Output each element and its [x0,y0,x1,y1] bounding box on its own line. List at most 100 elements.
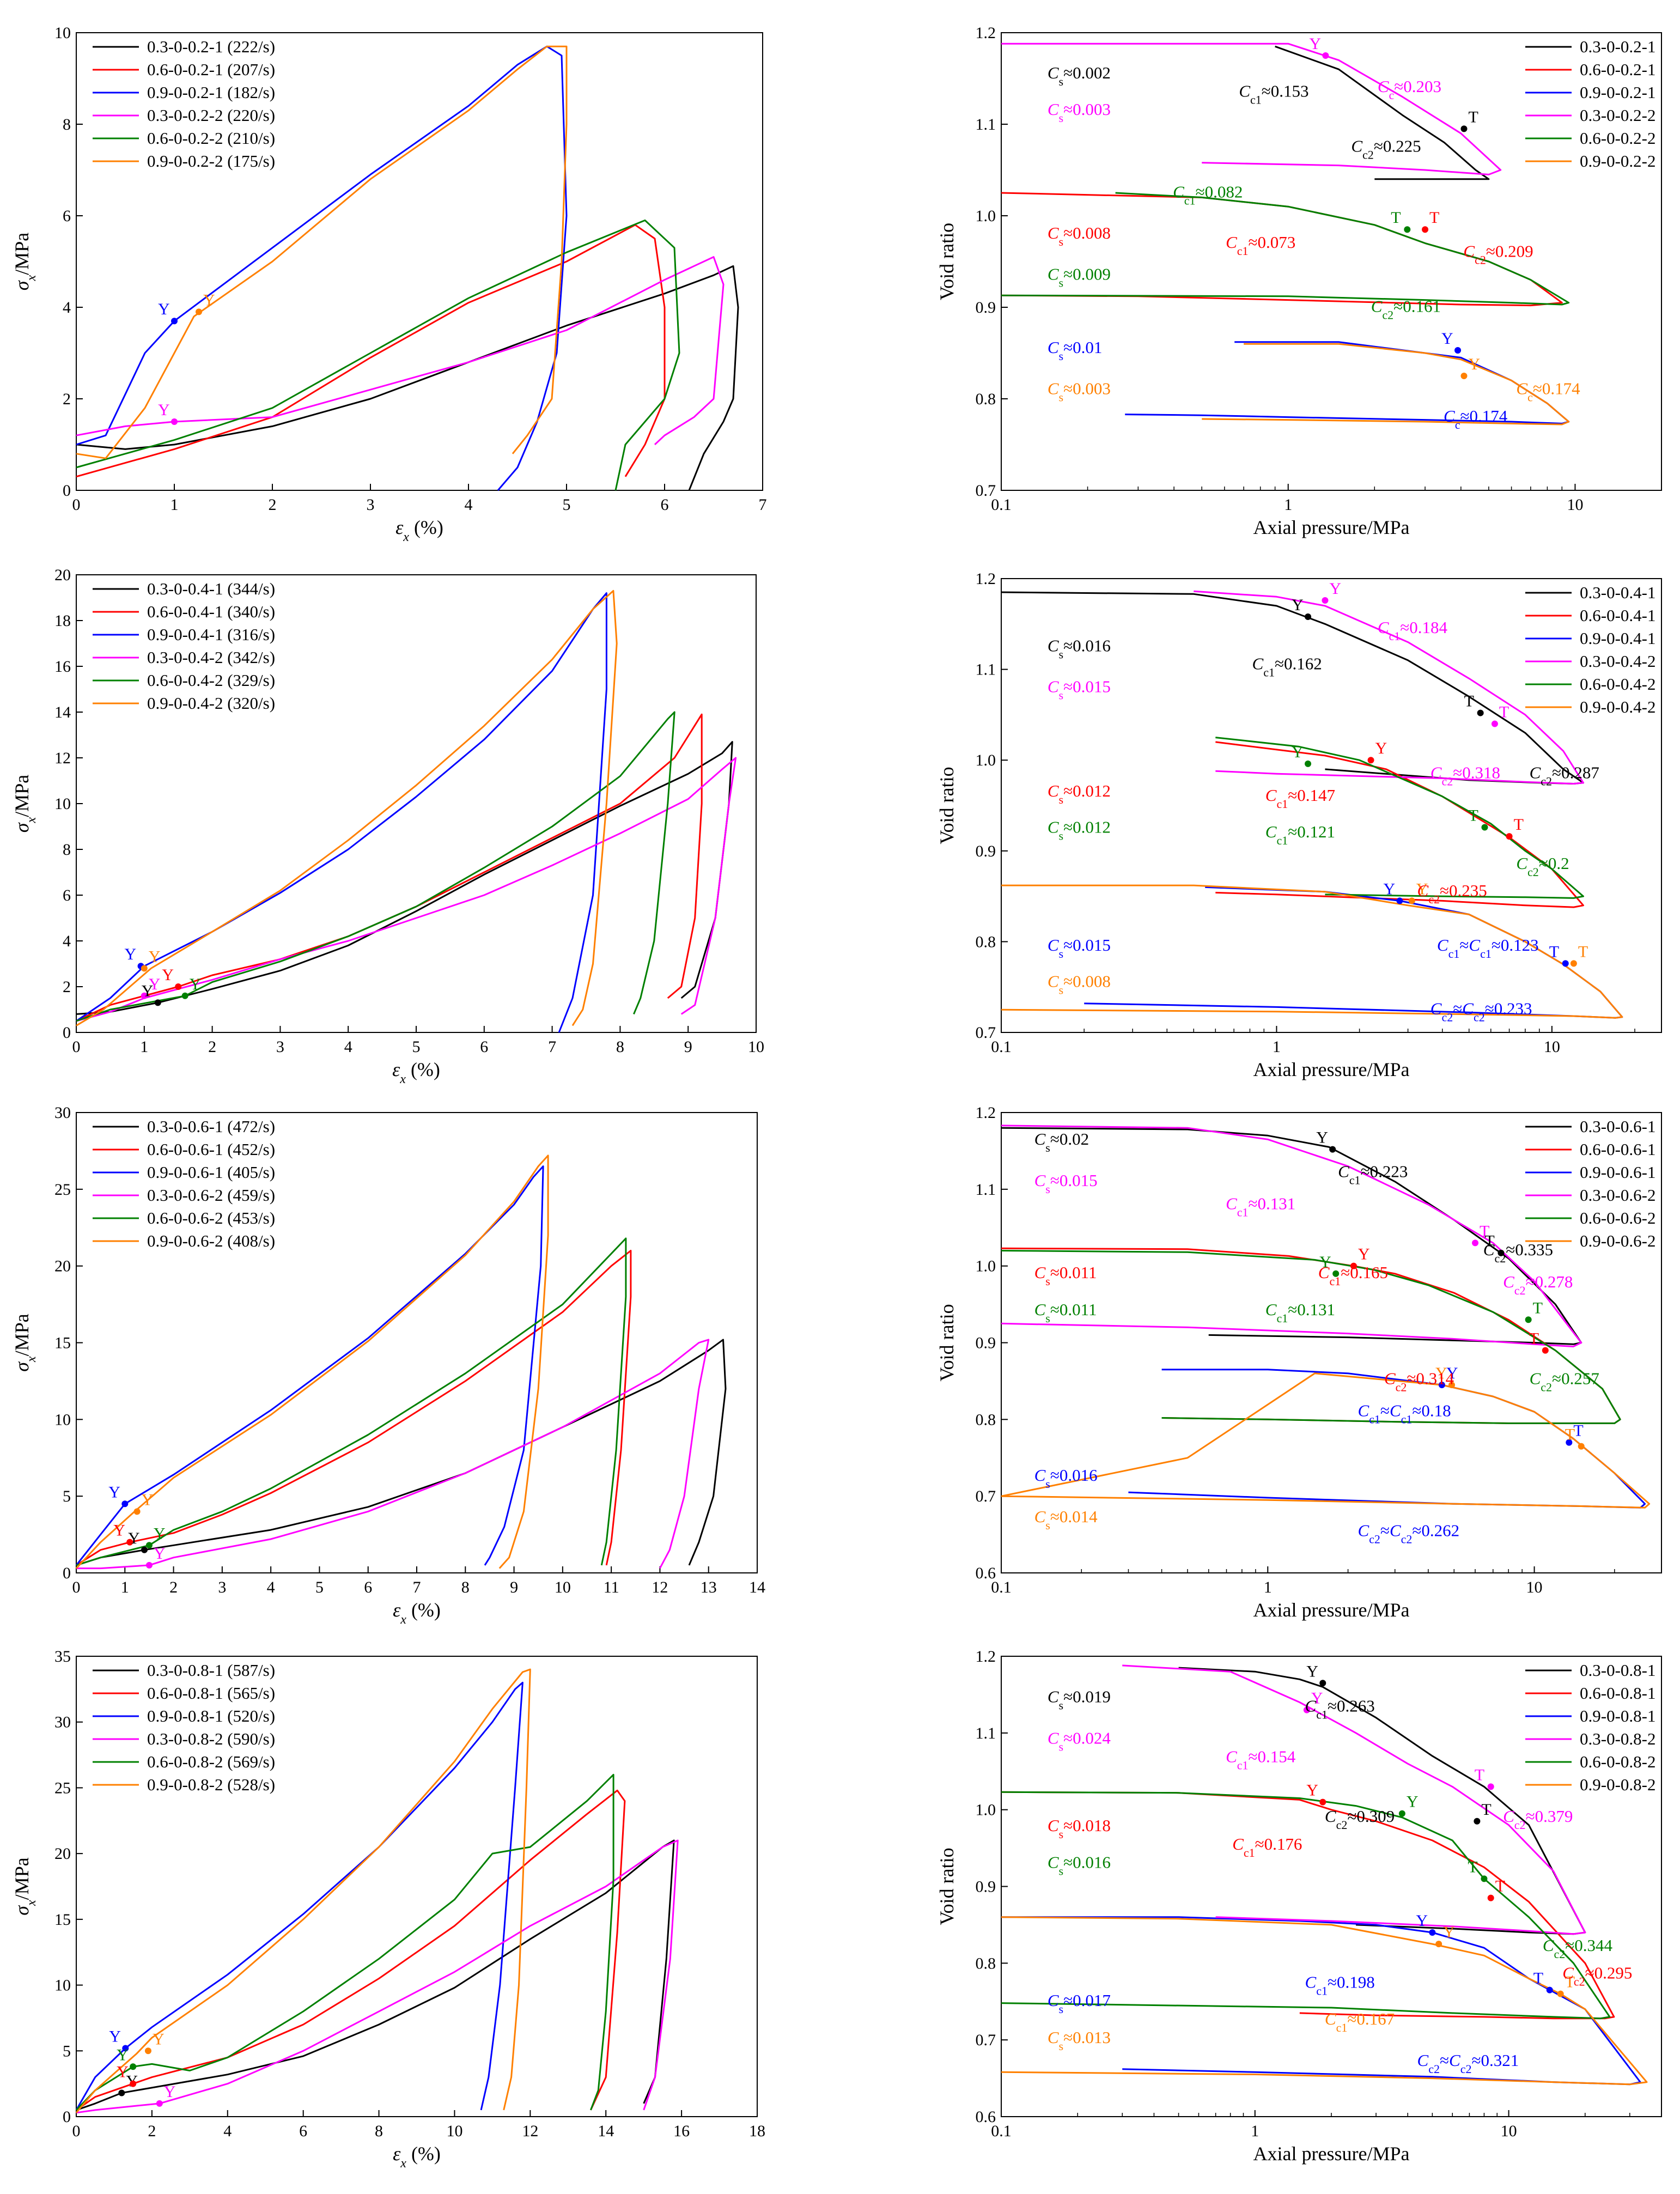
x-tick-label: 9 [510,1578,518,1596]
marker-label: T [1499,703,1509,721]
index-annotation: Cs≈0.02 [1034,1129,1089,1154]
marker-point [122,2045,129,2052]
series-line-3 [76,45,568,491]
series-line-5 [76,1237,627,1566]
series-line-1 [1275,45,1490,180]
marker-point [1435,1941,1442,1948]
y-tick-label: 6 [63,207,71,225]
index-annotation: Cc1≈0.082 [1173,182,1243,207]
legend-entry: 0.9-0-0.6-1 (405/s) [147,1163,275,1182]
y-tick-label: 12 [54,749,71,767]
marker-point [121,1500,129,1508]
y-tick-label: 1.0 [976,751,996,769]
legend-entry: 0.6-0-0.2-2 [1580,129,1655,148]
series-line-3 [76,592,607,1033]
series-line-4 [76,1339,710,1570]
x-tick-label: 8 [616,1038,624,1056]
series-line-6 [76,589,618,1026]
x-tick-label: 1 [140,1038,148,1056]
index-annotation: Cc1≈0.154 [1226,1747,1296,1772]
marker-point [1481,1875,1488,1882]
x-axis-label: εx (%) [393,1599,441,1627]
marker-label: Y [117,2046,129,2064]
y-axis-label: Void ratio [936,223,958,300]
x-axis-label: εx (%) [395,516,443,544]
x-tick-label: 10 [446,2122,462,2140]
legend-entry: 0.9-0-0.8-2 (528/s) [147,1775,275,1794]
marker-point [1542,1347,1549,1354]
series-line-4 [76,757,737,1022]
marker-label: Y [1306,1782,1318,1800]
x-tick-label: 0.1 [991,496,1012,514]
y-tick-label: 25 [54,1181,71,1199]
index-annotation: Cs≈0.015 [1048,935,1111,961]
x-tick-label: 6 [480,1038,488,1056]
legend-entry: 0.3-0-0.4-1 [1580,583,1655,602]
legend-entry: 0.3-0-0.4-2 (342/s) [147,648,275,667]
index-annotation: Cc2≈Cc2≈0.233 [1431,999,1532,1024]
marker-label: Y [142,1491,154,1509]
x-axis-label: εx (%) [392,1059,440,1086]
index-annotation: Cs≈0.002 [1048,63,1111,88]
marker-label: Y [1306,1662,1318,1680]
x-axis-label: εx (%) [393,2143,441,2171]
series-line-2 [76,1250,632,1566]
y-tick-label: 0.7 [976,2031,996,2049]
y-tick-label: 10 [54,24,71,42]
series-line-6 [1202,343,1570,426]
x-axis-label: Axial pressure/MPa [1253,516,1410,538]
y-axis-label: σx/MPa [11,1314,39,1371]
x-tick-label: 16 [673,2122,690,2140]
marker-point [1481,824,1488,831]
y-axis-label: Void ratio [936,1304,958,1381]
series-line-5 [1215,737,1584,899]
marker-point [175,983,182,990]
marker-point [1322,52,1329,59]
y-tick-label: 1.2 [976,1648,996,1666]
index-annotation: Cs≈0.01 [1048,338,1103,363]
y-tick-label: 0.8 [976,1411,996,1429]
series-line-1 [76,1839,675,2111]
series-line-6 [75,1154,549,1569]
index-annotation: Cc2≈0.161 [1371,296,1441,321]
legend-entry: 0.3-0-0.2-1 [1580,37,1655,56]
legend-entry: 0.6-0-0.4-2 [1580,674,1655,694]
marker-label: T [1468,806,1478,824]
index-annotation: Cc1≈Cc1≈0.123 [1437,935,1539,961]
marker-point [1578,1443,1585,1450]
legend-entry: 0.9-0-0.6-2 (408/s) [147,1231,275,1250]
x-tick-label: 4 [223,2122,232,2140]
plot-frame [1001,578,1662,1033]
index-annotation: Cs≈0.015 [1034,1171,1098,1196]
legend-entry: 0.3-0-0.4-2 [1580,652,1655,671]
marker-label: T [1468,1858,1477,1876]
marker-point [141,1546,148,1553]
x-tick-label: 8 [461,1578,470,1596]
x-tick-label: 10 [555,1578,571,1596]
panel-s4: 0 2 4 6 8 10 12 14 16 18 0 5 10 15 20 25 30 35 εx (%) σx/MP… [11,1648,765,2171]
x-tick-label: 10 [1567,496,1583,514]
marker-point [1303,1706,1310,1713]
marker-point [145,1542,153,1549]
y-tick-label: 20 [54,566,71,584]
marker-label: Y [1329,580,1341,598]
y-tick-label: 0 [63,1564,71,1582]
x-tick-label: 13 [701,1578,717,1596]
index-annotation: Cc2≈0.278 [1503,1272,1573,1297]
x-tick-label: 1 [1264,1578,1272,1596]
legend-entry: 0.6-0-0.2-2 (210/s) [147,129,275,148]
marker-point [1566,1439,1573,1446]
x-tick-label: 5 [563,496,571,514]
marker-label: Y [1358,1245,1370,1263]
y-tick-label: 4 [63,299,71,317]
y-tick-label: 10 [54,1411,71,1429]
marker-point [1487,1783,1494,1790]
marker-point [196,308,202,315]
marker-point [1408,897,1415,904]
legend-entry: 0.3-0-0.8-2 [1580,1729,1655,1748]
marker-point [1477,709,1484,716]
legend-entry: 0.9-0-0.6-1 [1580,1163,1655,1182]
panel-v3: 0.1 1 10 0.6 0.7 0.8 0.9 1.0 1.1 1.2 Axial pressur… [936,1104,1662,1621]
x-tick-label: 12 [652,1578,668,1596]
